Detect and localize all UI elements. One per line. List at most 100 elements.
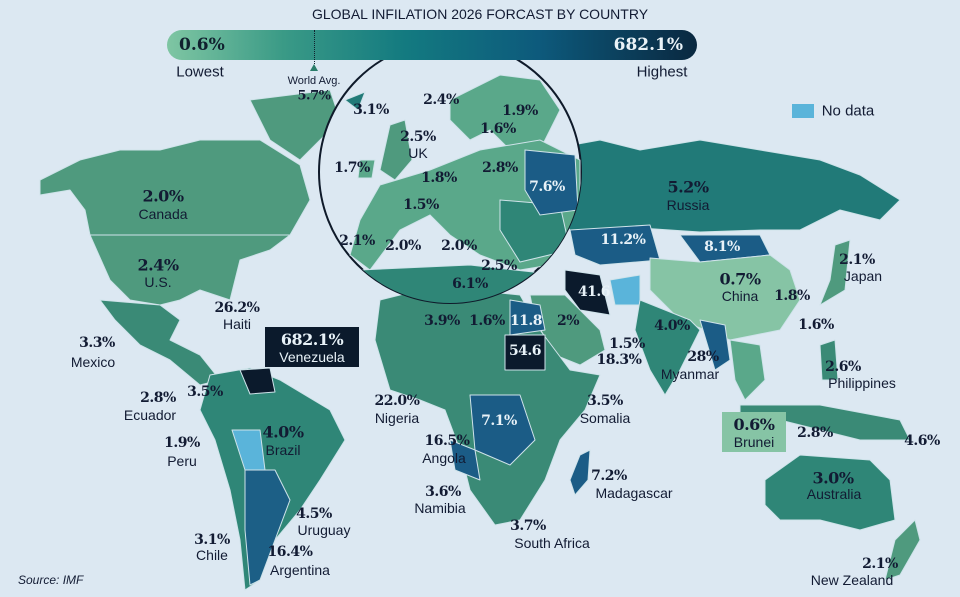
scale-highest-label: Highest xyxy=(636,63,688,81)
namibia-name: Namibia xyxy=(414,500,466,516)
chile-value: 3.1% xyxy=(194,532,230,548)
canada xyxy=(39,139,311,236)
uk-name: UK xyxy=(408,145,428,161)
venezuela-callout: 682.1% Venezuela xyxy=(265,327,359,367)
australia-value: 3.0% xyxy=(812,468,854,488)
new-zealand xyxy=(884,519,921,581)
japan-name: Japan xyxy=(843,268,883,284)
source-note: Source: IMF xyxy=(18,573,84,587)
myanmar xyxy=(699,319,731,371)
spain-value: 2.0% xyxy=(385,238,421,254)
brunei-name: Brunei xyxy=(733,433,775,450)
kazakhstan-value: 11.2% xyxy=(600,232,646,248)
scale-lowest-label: Lowest xyxy=(176,63,224,81)
argentina xyxy=(244,469,291,586)
canada-value: 2.0% xyxy=(142,186,184,206)
mideast-value-1: 1.5% xyxy=(609,336,645,352)
japan-value: 2.1% xyxy=(839,252,875,268)
myanmar-name: Myanmar xyxy=(660,366,720,382)
world-avg-arrow-icon xyxy=(310,64,318,71)
russia-value: 5.2% xyxy=(667,177,709,197)
ireland xyxy=(357,159,376,179)
new-zealand-name: New Zealand xyxy=(810,572,894,588)
russia-name: Russia xyxy=(666,197,710,213)
ukraine xyxy=(524,149,579,216)
us xyxy=(89,234,291,306)
norway-value: 2.4% xyxy=(423,92,459,108)
sudan xyxy=(504,334,546,371)
australia-name: Australia xyxy=(806,486,862,502)
scale-lowest-value: 0.6% xyxy=(179,35,225,55)
poland-value: 2.8% xyxy=(482,160,518,176)
mongolia-value: 8.1% xyxy=(704,239,740,255)
philippines-value: 2.6% xyxy=(825,359,861,375)
afghanistan xyxy=(609,274,641,306)
india-value: 4.0% xyxy=(654,318,690,334)
chart-title: GLOBAL INFILATION 2026 FORCAST BY COUNTR… xyxy=(311,6,649,22)
canada-name: Canada xyxy=(138,206,188,222)
somalia-name: Somalia xyxy=(579,410,631,426)
haiti-value: 26.2% xyxy=(214,300,260,316)
north-africa-value: 6.1% xyxy=(452,276,488,292)
brunei-callout: 0.6% Brunei xyxy=(722,412,786,452)
france-value: 1.5% xyxy=(403,197,439,213)
us-value: 2.4% xyxy=(137,255,179,275)
saudi-value: 2% xyxy=(556,313,580,329)
argentina-name: Argentina xyxy=(270,562,330,578)
madagascar-name: Madagascar xyxy=(595,485,673,501)
brazil-value: 4.0% xyxy=(262,422,304,442)
angola-name: Angola xyxy=(422,450,466,466)
drc-value: 7.1% xyxy=(481,413,517,429)
namibia-value: 3.6% xyxy=(425,484,461,500)
venezuela-value: 682.1% xyxy=(280,329,344,349)
nigeria-value: 22.0% xyxy=(374,393,420,409)
south-africa-name: South Africa xyxy=(514,535,590,551)
russia xyxy=(544,139,901,241)
ecuador-name: Ecuador xyxy=(123,407,177,423)
uk-value: 2.5% xyxy=(400,129,436,145)
uruguay-name: Uruguay xyxy=(297,522,351,538)
africa-value-2: 1.6% xyxy=(469,313,505,329)
nigeria-name: Nigeria xyxy=(374,410,420,426)
world-avg-marker xyxy=(314,30,315,64)
south-africa-value: 3.7% xyxy=(510,518,546,534)
ireland-value: 1.7% xyxy=(334,160,370,176)
china-value: 0.7% xyxy=(719,269,761,289)
mexico-value: 3.3% xyxy=(79,335,115,351)
mexico-name: Mexico xyxy=(70,354,116,370)
portugal-value: 2.1% xyxy=(339,233,375,249)
iran-value: 41.6 xyxy=(577,284,611,300)
india xyxy=(634,299,701,396)
korea-value: 1.8% xyxy=(774,288,810,304)
us-name: U.S. xyxy=(144,274,172,290)
philippines xyxy=(819,339,839,381)
japan xyxy=(819,239,851,306)
myanmar-value: 28% xyxy=(687,349,719,365)
china-name: China xyxy=(721,288,759,304)
brazil-name: Brazil xyxy=(265,442,301,458)
iran xyxy=(564,269,611,316)
peru-value: 1.9% xyxy=(164,435,200,451)
sweden-value: 1.6% xyxy=(480,121,516,137)
africa-value-1: 3.9% xyxy=(424,313,460,329)
taiwan-value: 1.6% xyxy=(798,317,834,333)
iceland xyxy=(343,91,366,111)
indonesia-value: 2.8% xyxy=(797,425,833,441)
iceland-value: 3.1% xyxy=(353,102,389,118)
drc xyxy=(469,394,536,466)
finland-value: 1.9% xyxy=(502,103,538,119)
kazakhstan xyxy=(569,224,661,266)
uruguay-value: 4.5% xyxy=(296,506,332,522)
greece-value: 2.5% xyxy=(481,258,517,274)
colombia-value: 3.5% xyxy=(187,384,223,400)
no-data-swatch xyxy=(792,104,814,118)
venezuela xyxy=(239,367,276,395)
mideast-value-2: 18.3% xyxy=(596,352,642,368)
angola xyxy=(449,439,481,481)
angola-value: 16.5% xyxy=(424,433,470,449)
somalia-value: 3.5% xyxy=(587,393,623,409)
sudan-value: 54.6 xyxy=(508,343,542,359)
uk xyxy=(379,119,413,181)
color-scale-bar: 0.6% 682.1% xyxy=(167,30,697,60)
